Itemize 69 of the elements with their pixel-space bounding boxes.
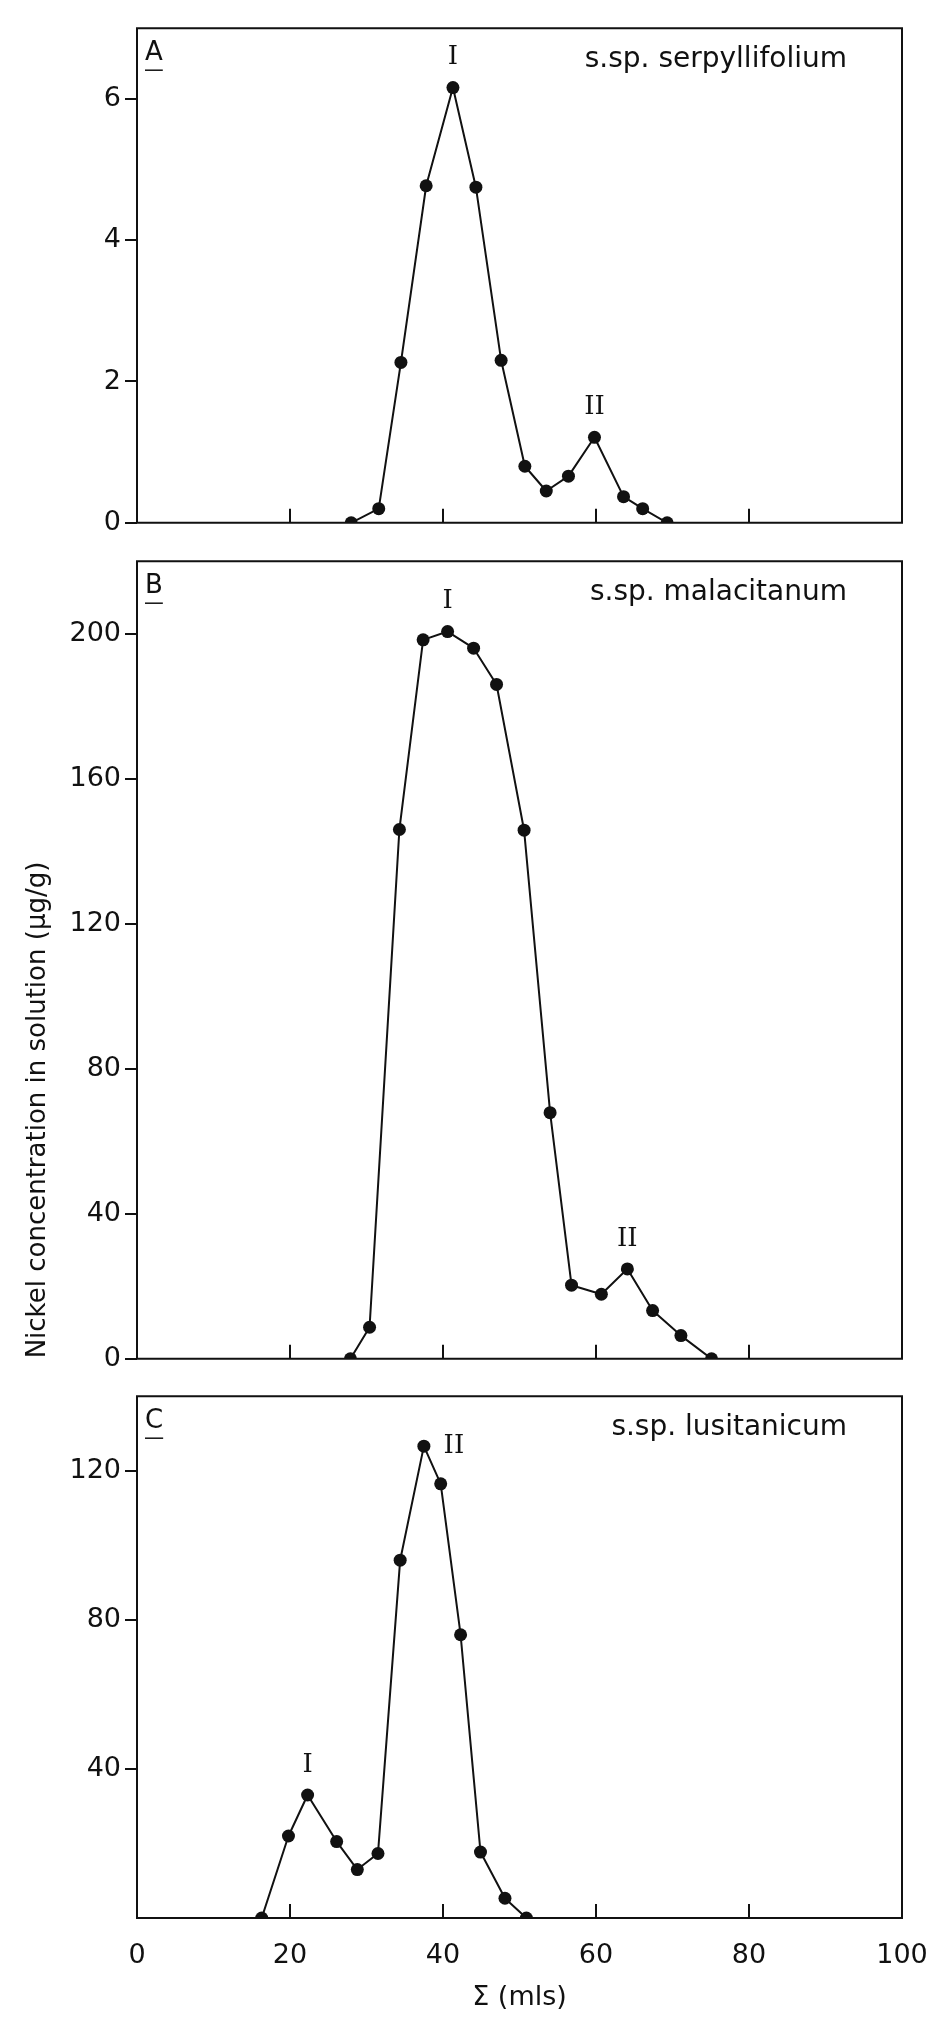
- point: [417, 1439, 431, 1453]
- point: [587, 430, 601, 444]
- point: [441, 625, 455, 639]
- point: [617, 490, 631, 504]
- point: [636, 502, 650, 516]
- point: [350, 1863, 364, 1877]
- point: [393, 1553, 407, 1567]
- text: s.sp. malacitanum: [589, 574, 847, 608]
- point: [469, 180, 483, 194]
- annotation: I: [447, 40, 459, 71]
- point: [674, 1329, 688, 1343]
- x-tick-label: 80: [731, 1938, 767, 1970]
- annotation: B: [145, 568, 163, 599]
- point: [371, 1847, 385, 1861]
- point: [494, 353, 508, 367]
- point: [363, 1320, 377, 1334]
- point: [594, 1287, 608, 1301]
- annotation: II: [584, 390, 605, 421]
- x-tick-label: 40: [425, 1938, 461, 1970]
- point: [620, 1262, 634, 1276]
- point: [490, 677, 504, 691]
- x-tick-label: 0: [128, 1938, 146, 1970]
- y-tick-label: 80: [86, 1050, 121, 1082]
- point: [518, 459, 532, 473]
- y-axis-title: Nickel concentration in solution (µg/g): [21, 861, 51, 1359]
- y-tick-label: 0: [103, 1340, 121, 1372]
- point: [539, 484, 553, 498]
- point: [473, 1845, 487, 1859]
- point: [416, 633, 430, 647]
- y-tick-label: 120: [69, 1452, 121, 1484]
- y-tick-label: 0: [103, 504, 121, 536]
- point: [392, 822, 406, 836]
- y-tick-label: 2: [103, 363, 121, 395]
- point: [372, 502, 386, 516]
- x-tick-label: 100: [876, 1938, 927, 1970]
- point: [446, 81, 460, 95]
- point: [301, 1788, 315, 1802]
- point: [565, 1278, 579, 1292]
- y-tick-label: 120: [69, 905, 121, 937]
- point: [281, 1829, 295, 1843]
- point: [561, 469, 575, 483]
- annotation: II: [617, 1221, 638, 1252]
- annotation: I: [442, 584, 453, 615]
- point: [419, 179, 433, 193]
- annotation: II: [443, 1428, 465, 1459]
- y-tick-label: 4: [103, 222, 121, 254]
- text: s.sp. serpyllifolium: [584, 41, 847, 75]
- y-tick-label: 6: [103, 80, 121, 112]
- point: [498, 1891, 512, 1905]
- point: [467, 641, 481, 655]
- point: [543, 1106, 557, 1120]
- annotation: I: [302, 1747, 313, 1778]
- x-tick-label: 20: [272, 1938, 308, 1970]
- y-tick-label: 40: [86, 1195, 121, 1227]
- annotation: A: [145, 35, 163, 66]
- point: [394, 355, 408, 369]
- y-tick-label: 40: [86, 1750, 121, 1782]
- point: [646, 1304, 660, 1318]
- point: [330, 1835, 344, 1849]
- x-tick-label: 60: [578, 1938, 614, 1970]
- y-tick-label: 200: [69, 615, 121, 647]
- text: s.sp. lusitanicum: [611, 1409, 847, 1443]
- y-tick-label: 80: [86, 1601, 121, 1633]
- x-axis-title: Σ (mls): [472, 1979, 567, 2011]
- point: [454, 1628, 468, 1642]
- annotation: C: [145, 1403, 164, 1434]
- point: [517, 823, 531, 837]
- point: [434, 1477, 448, 1491]
- y-tick-label: 160: [69, 760, 121, 792]
